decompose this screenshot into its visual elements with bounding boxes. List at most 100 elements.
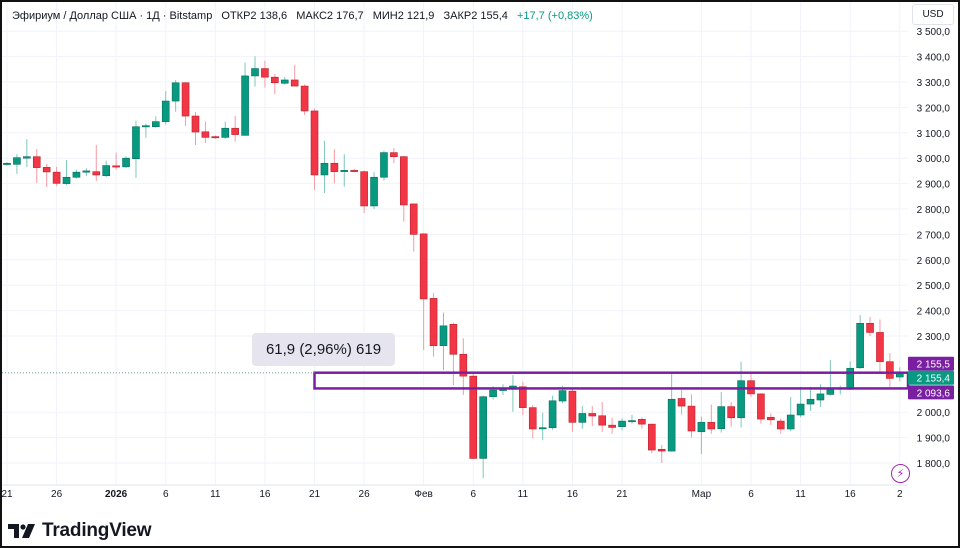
candle-body [350,170,359,172]
y-tick-label: 2 000,0 [917,408,951,419]
candle-body [647,423,656,451]
candle-body [290,79,299,87]
x-tick-label: 11 [795,489,806,500]
candle-body [846,367,855,390]
candle-body [92,171,101,176]
candle-body [667,398,676,452]
candle-body [548,400,557,428]
candle-body [122,157,130,168]
candle-body [489,389,497,398]
x-tick-label: 21 [616,489,628,500]
y-tick-label: 3 400,0 [917,53,951,64]
y-tick-label: 2 700,0 [917,230,951,241]
candle-body [429,298,438,346]
x-tick-label: 2 [897,489,903,500]
y-tick-label: 3 200,0 [917,103,951,114]
candle-body [62,176,71,184]
candle-body [479,396,487,459]
candle-body [608,424,616,428]
candle-body [519,386,527,408]
lightning-icon[interactable]: ⚡︎ [891,464,910,483]
y-tick-label: 3 500,0 [917,27,951,38]
candle-body [469,375,478,459]
candle-body [280,79,289,84]
y-tick-label: 2 300,0 [917,332,951,343]
logo-text: TradingView [42,520,152,541]
candle-body [568,390,577,423]
candle-body [796,403,805,416]
candle-body [181,82,190,117]
price-range-label: 61,9 (2,96%) 619 [252,333,395,366]
x-tick-label: 16 [567,489,579,500]
candle-body [687,405,696,432]
candle-body [677,398,686,407]
candle-body [231,127,239,135]
candle-body [132,126,140,160]
candle-body [211,136,220,139]
candle-body [757,393,765,420]
candle-body [558,390,567,402]
symbol-title: Эфириум / Доллар США · 1Д · Bitstamp [12,10,213,22]
candle-body [42,167,51,173]
x-tick-label: 6 [163,489,169,500]
x-tick-label: Фев [414,489,432,500]
price-tag [908,356,954,371]
candle-body [340,170,349,172]
candle-body [866,322,874,333]
candle-body [876,332,884,362]
y-tick-label: 2 500,0 [917,281,951,292]
candle-body [638,419,646,425]
candle-body [32,156,41,168]
y-tick-label: 3 300,0 [917,78,951,89]
candle-body [261,68,269,78]
price-chart[interactable]: 3 500,0 3 400,0 3 300,0 3 200,0 3 100,0 3 000… [2,2,958,512]
candle-body [538,427,547,430]
candle-body [786,414,795,430]
candle-body [717,406,726,430]
price-tag-label: 2 155,4 [917,374,951,385]
candle-body [82,170,91,173]
symbol-legend: Эфириум / Доллар США · 1Д · Bitstamp ОТК… [12,10,599,22]
y-tick-label: 2 800,0 [917,205,951,216]
x-tick-label: 26 [359,489,371,500]
ohlc-open: ОТКР2 138,6 [221,10,288,22]
candle-body [251,68,259,77]
ohlc-low: МИН2 121,9 [372,10,435,22]
candle-body [776,420,785,430]
candle-body [737,380,745,419]
candle-body [201,131,210,138]
candle-body [409,203,418,235]
candle-body [727,406,735,419]
candle-body [52,171,61,184]
candle-body [528,407,537,430]
candle-body [72,171,81,178]
x-tick-label: 11 [518,489,529,500]
currency-button[interactable]: USD [912,4,954,25]
price-tag [908,385,954,400]
price-tag [908,370,954,385]
price-tag-label: 2 093,6 [917,388,951,399]
ohlc-close: ЗАКР2 155,4 [443,10,508,22]
candle-body [439,325,448,346]
y-tick-label: 2 600,0 [917,256,951,267]
price-range-rectangle [313,371,910,390]
candle-body [23,156,31,159]
candle-body [3,162,11,165]
x-tick-label: 11 [210,489,221,500]
candle-body [588,413,597,417]
x-tick-label: 16 [259,489,271,500]
ohlc-high: МАКС2 176,7 [296,10,364,22]
candle-body [310,110,319,176]
x-tick-label: 26 [51,489,63,500]
candle-body [112,165,120,168]
candle-body [886,361,894,379]
candle-body [330,162,339,172]
candle-body [142,125,150,128]
y-tick-label: 2 400,0 [917,307,951,318]
candle-body [826,389,835,395]
candle-body [578,413,587,423]
candle-body [152,121,160,128]
candle-body [360,171,368,207]
candle-body [171,82,180,102]
